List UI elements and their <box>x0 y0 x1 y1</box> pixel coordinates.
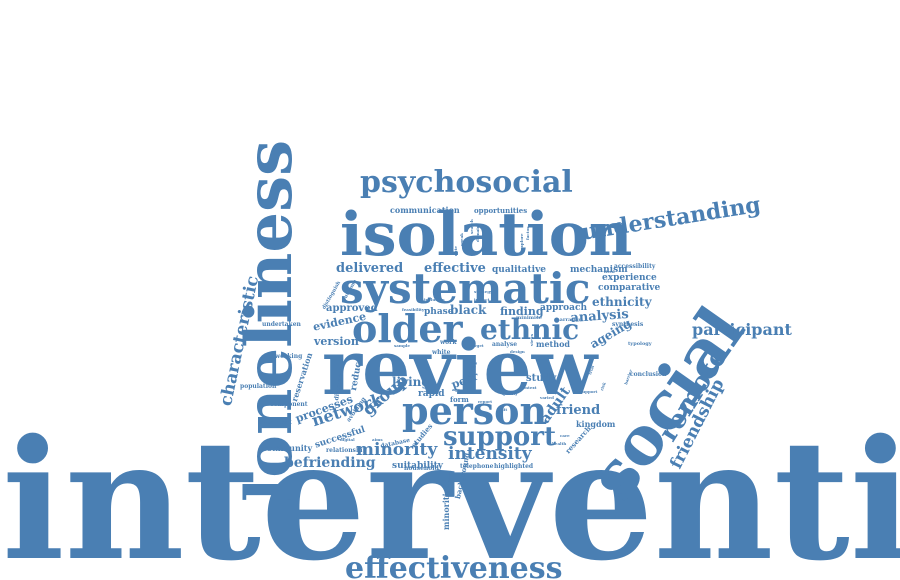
word-review: review <box>322 323 598 412</box>
word-suitability: suitability <box>392 461 443 471</box>
word-effectiveness: effectiveness <box>345 551 563 580</box>
word-networking: networking <box>264 353 303 360</box>
word-relationship: relationship <box>326 447 367 454</box>
word-typology: typology <box>628 341 652 347</box>
word-support2: support <box>580 389 598 394</box>
word-care: care <box>560 433 570 438</box>
word-work: work <box>440 339 457 346</box>
word-communication: communication <box>390 205 460 215</box>
word-delivered: delivered <box>336 261 404 276</box>
word-method: method <box>536 339 570 349</box>
word-black: black <box>450 303 487 317</box>
word-isolation: isolation <box>340 200 633 270</box>
word-context: context <box>520 385 537 390</box>
word-age: age <box>452 387 460 392</box>
word-conclusion: conclusion <box>630 371 667 378</box>
word-form: form <box>450 395 469 404</box>
word-mechanism: mechanism <box>570 265 628 275</box>
word-kingdom: kingdom <box>576 419 616 429</box>
word-minority: minority <box>356 440 438 460</box>
word-household: household <box>404 465 439 472</box>
word-person: person <box>402 388 548 433</box>
word-sample: sample <box>394 343 410 348</box>
word-intensity: intensity <box>448 444 532 464</box>
word-phase: phase <box>424 307 454 317</box>
word-narrative: narrative <box>556 317 582 323</box>
word-ethnicity: ethnicity <box>592 295 652 309</box>
word-minoritised: minoritised <box>441 478 451 530</box>
word-undertaken: undertaken <box>262 321 301 328</box>
word-friend: friend <box>556 403 601 418</box>
word-target: target <box>470 343 484 348</box>
word-comparative: comparative <box>598 283 661 293</box>
word-aims: aims <box>372 437 383 442</box>
word-unit: unit <box>498 407 508 412</box>
word-version: version <box>314 335 359 348</box>
word-community: community <box>262 443 313 453</box>
word-population: population <box>240 383 277 390</box>
word-explore: explore <box>519 233 524 250</box>
word-minimise: minimise <box>516 315 542 321</box>
word-health: health <box>552 441 567 446</box>
word-component: component <box>270 401 308 408</box>
word-important: important <box>258 419 292 426</box>
word-highlighted: highlighted <box>494 463 534 470</box>
word-older: older <box>352 306 463 351</box>
word-white: white <box>432 349 451 356</box>
word-experience: experience <box>602 273 657 283</box>
word-support: support <box>443 422 556 452</box>
word-rapid: rapid <box>418 389 445 399</box>
word-qualitative: qualitative <box>492 265 547 275</box>
word-domain: domain <box>475 225 480 242</box>
word-design: design <box>510 349 525 354</box>
word-impact: impact <box>474 297 490 302</box>
word-befriending: befriending <box>284 455 376 471</box>
word-effective: effective <box>424 261 486 276</box>
word-report: report <box>478 399 493 404</box>
word-ethnic: ethnic <box>480 313 580 346</box>
word-participant: participant <box>692 320 792 339</box>
word-accessibility: accessibility <box>614 263 656 270</box>
word-feasibility: feasibility <box>402 307 425 312</box>
word-study: study <box>526 373 557 384</box>
word-search: search <box>469 219 474 234</box>
word-systematic: systematic <box>340 264 591 313</box>
word-psychosocial: psychosocial <box>360 165 573 200</box>
word-analyse: analyse <box>492 341 518 348</box>
word-synthesis: synthesis <box>612 321 644 328</box>
word-digital: digital <box>340 437 355 442</box>
word-inclusion: inclusion <box>424 297 445 302</box>
word-factor: factor <box>525 226 530 240</box>
word-views: views <box>529 333 534 346</box>
word-opportunities: opportunities <box>474 206 528 215</box>
word-note: note <box>453 246 458 256</box>
word-lived: lived <box>604 269 615 274</box>
word-speak: speak <box>459 233 464 246</box>
word-approach: approach <box>540 303 588 313</box>
word-risk: risk <box>599 381 607 392</box>
word-varied: varied <box>540 395 554 400</box>
word-finding: finding <box>500 305 544 318</box>
word-telephone: telephone <box>460 463 494 470</box>
word-living: living <box>392 375 430 389</box>
word-quality: quality <box>502 391 518 396</box>
word-intervention: intervention <box>2 403 900 580</box>
word-approved: approved <box>326 303 378 314</box>
word-strategy: strategy <box>474 289 493 294</box>
